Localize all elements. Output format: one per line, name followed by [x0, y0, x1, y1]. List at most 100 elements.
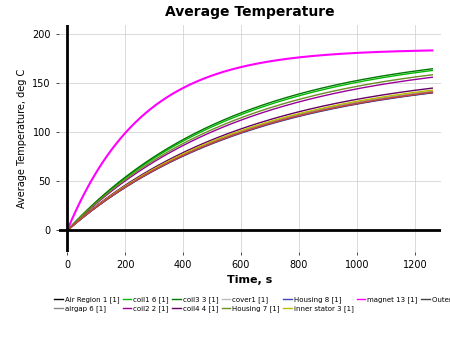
Housing 8 [1] — [315, 110, 320, 114]
airgap 6 [1] — [356, 100, 361, 104]
Line: Outer stator 5 [1]: Outer stator 5 [1] — [67, 92, 432, 230]
Air Region 1 [1] — [225, 135, 231, 139]
Line: Housing 8 [1]: Housing 8 [1] — [67, 93, 432, 230]
Outer stator 5 [1] — [349, 102, 355, 106]
Line: cover1 [1]: cover1 [1] — [67, 92, 432, 230]
Outer stator 5 [1] — [102, 199, 107, 203]
cover1 [1] — [102, 199, 107, 203]
Air Region 1 [1] — [64, 228, 70, 232]
airgap 6 [1] — [315, 108, 320, 112]
coil3 3 [1] — [315, 87, 320, 91]
coil3 3 [1] — [430, 67, 435, 71]
Line: inner stator 3 [1]: inner stator 3 [1] — [67, 90, 432, 230]
cover1 [1] — [430, 90, 435, 94]
magnet 13 [1] — [102, 158, 107, 162]
Outer stator 5 [1] — [356, 101, 361, 105]
Outer stator 4 [1] — [430, 90, 435, 94]
coil3 3 [1] — [102, 192, 107, 196]
magnet 13 [1] — [349, 51, 355, 55]
coil3 3 [1] — [64, 228, 70, 232]
coil1 6 [1] — [212, 124, 217, 128]
magnet 13 [1] — [430, 48, 435, 52]
coil4 4 [1] — [225, 132, 231, 136]
Outer stator 4 [1] — [225, 135, 231, 139]
Housing 7 [1] — [430, 73, 435, 77]
coil2 2 [1] — [212, 128, 217, 133]
Line: coil1 6 [1]: coil1 6 [1] — [67, 70, 432, 230]
Housing 7 [1] — [349, 85, 355, 89]
inner stator 3 [1] — [315, 107, 320, 111]
Housing 8 [1] — [349, 103, 355, 107]
coil1 6 [1] — [349, 81, 355, 85]
coil1 6 [1] — [315, 89, 320, 93]
X-axis label: Time, s: Time, s — [227, 275, 272, 285]
airgap 6 [1] — [212, 139, 217, 143]
airgap 6 [1] — [349, 101, 355, 105]
inner stator 3 [1] — [212, 138, 217, 142]
coil4 4 [1] — [64, 228, 70, 232]
Air Region 1 [1] — [349, 102, 355, 106]
coil4 4 [1] — [102, 198, 107, 202]
Outer stator 5 [1] — [430, 90, 435, 94]
coil2 2 [1] — [64, 228, 70, 232]
airgap 6 [1] — [430, 90, 435, 94]
Housing 7 [1] — [212, 126, 217, 131]
inner stator 3 [1] — [430, 88, 435, 92]
coil3 3 [1] — [225, 116, 231, 120]
coil2 2 [1] — [356, 86, 361, 91]
Legend: Air Region 1 [1], airgap 6 [1], coil1 6 [1], coil2 2 [1], coil3 3 [1], coil4 4 [: Air Region 1 [1], airgap 6 [1], coil1 6 … — [54, 296, 450, 312]
Outer stator 5 [1] — [212, 140, 217, 144]
Outer stator 4 [1] — [349, 103, 355, 107]
airgap 6 [1] — [64, 228, 70, 232]
Line: coil4 4 [1]: coil4 4 [1] — [67, 88, 432, 230]
coil4 4 [1] — [430, 86, 435, 90]
coil1 6 [1] — [225, 118, 231, 122]
Outer stator 4 [1] — [102, 199, 107, 203]
coil4 4 [1] — [212, 136, 217, 141]
coil1 6 [1] — [64, 228, 70, 232]
coil4 4 [1] — [315, 105, 320, 109]
airgap 6 [1] — [102, 198, 107, 203]
magnet 13 [1] — [64, 228, 70, 232]
Air Region 1 [1] — [430, 90, 435, 94]
inner stator 3 [1] — [225, 133, 231, 137]
Housing 7 [1] — [64, 228, 70, 232]
cover1 [1] — [315, 109, 320, 113]
coil2 2 [1] — [349, 88, 355, 92]
airgap 6 [1] — [225, 134, 231, 138]
Housing 8 [1] — [64, 228, 70, 232]
Housing 8 [1] — [212, 141, 217, 145]
coil2 2 [1] — [430, 75, 435, 79]
Air Region 1 [1] — [315, 109, 320, 113]
Outer stator 4 [1] — [212, 140, 217, 144]
magnet 13 [1] — [225, 68, 231, 72]
inner stator 3 [1] — [349, 100, 355, 104]
coil2 2 [1] — [225, 123, 231, 127]
coil4 4 [1] — [349, 98, 355, 102]
coil3 3 [1] — [356, 78, 361, 82]
Y-axis label: Average Temperature, deg C: Average Temperature, deg C — [17, 69, 27, 208]
Housing 8 [1] — [430, 91, 435, 95]
cover1 [1] — [225, 135, 231, 139]
coil1 6 [1] — [102, 193, 107, 197]
coil1 6 [1] — [356, 80, 361, 84]
Housing 7 [1] — [102, 194, 107, 198]
coil3 3 [1] — [349, 79, 355, 84]
Housing 7 [1] — [356, 84, 361, 88]
Line: coil3 3 [1]: coil3 3 [1] — [67, 69, 432, 230]
inner stator 3 [1] — [64, 228, 70, 232]
Housing 7 [1] — [225, 121, 231, 125]
Outer stator 4 [1] — [356, 101, 361, 105]
magnet 13 [1] — [356, 51, 361, 55]
Line: coil2 2 [1]: coil2 2 [1] — [67, 77, 432, 230]
magnet 13 [1] — [315, 54, 320, 58]
Housing 7 [1] — [315, 92, 320, 97]
Air Region 1 [1] — [212, 140, 217, 144]
inner stator 3 [1] — [102, 198, 107, 202]
inner stator 3 [1] — [356, 99, 361, 103]
coil4 4 [1] — [356, 97, 361, 101]
Housing 8 [1] — [102, 199, 107, 203]
Line: magnet 13 [1]: magnet 13 [1] — [67, 50, 432, 230]
cover1 [1] — [356, 101, 361, 105]
Housing 8 [1] — [356, 102, 361, 106]
